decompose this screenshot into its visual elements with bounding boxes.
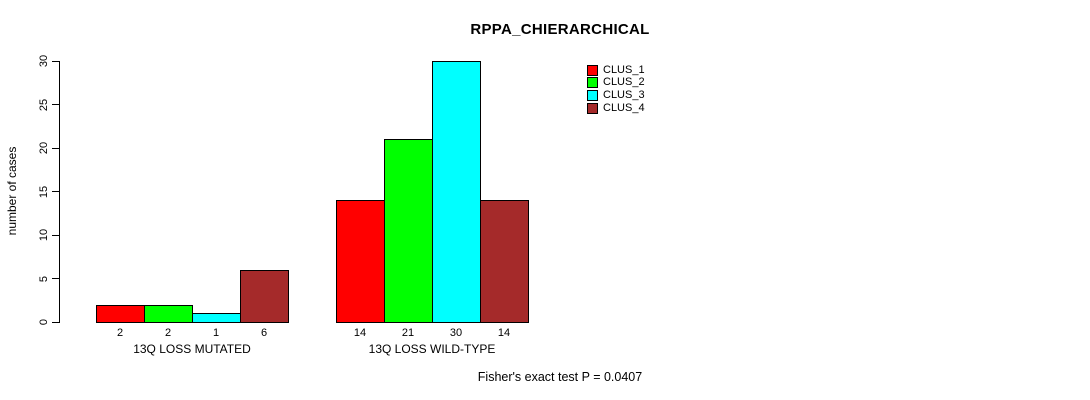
legend-label: CLUS_1 [603,63,645,76]
legend-swatch-clus_4 [587,102,598,114]
bar-clus_3 [192,313,241,323]
group-label: 13Q LOSS MUTATED [133,342,251,356]
legend-item-clus_4: CLUS_4 [587,102,645,115]
legend: CLUS_1 CLUS_2 CLUS_3 CLUS_4 [587,64,645,114]
y-tick-label: 5 [38,275,50,282]
y-tick [52,191,60,192]
y-tick [52,104,60,105]
chart-title: RPPA_CHIERARCHICAL [470,21,650,38]
legend-item-clus_2: CLUS_2 [587,77,645,90]
y-axis-label: number of cases [5,146,19,236]
bar-clus_1 [96,304,145,323]
y-tick [52,278,60,279]
legend-swatch-clus_2 [587,77,598,89]
bar-clus_1 [336,200,385,323]
fisher-test-annotation: Fisher's exact test P = 0.0407 [477,370,643,384]
y-tick-label: 10 [38,228,50,242]
bar-clus_4 [240,269,289,323]
y-tick [52,234,60,236]
bar-clus_2 [384,139,433,323]
y-tick-label: 30 [38,54,50,68]
legend-item-clus_3: CLUS_3 [587,89,645,102]
y-tick [52,321,60,323]
bar-clus_3 [432,61,481,323]
bar-value-label: 2 [116,327,124,339]
y-tick-label: 0 [38,318,50,326]
y-tick-label: 15 [38,185,50,198]
y-tick-label: 20 [38,141,50,155]
legend-item-clus_1: CLUS_1 [587,64,645,77]
legend-swatch-clus_3 [587,89,598,101]
bar-value-label: 30 [449,327,463,339]
bar-clus_2 [144,304,193,323]
bar-value-label: 14 [497,327,511,339]
bar-value-label: 21 [401,327,415,339]
bar-value-label: 6 [260,327,268,339]
y-tick [52,60,60,62]
bar-value-label: 1 [212,327,220,339]
legend-swatch-clus_1 [587,64,598,76]
legend-label: CLUS_4 [603,101,645,114]
bar-clus_4 [480,200,529,323]
legend-label: CLUS_2 [603,76,645,89]
bar-value-label: 14 [353,327,367,339]
legend-label: CLUS_3 [603,88,645,101]
group-label: 13Q LOSS WILD-TYPE [368,342,496,356]
y-tick-label: 25 [38,98,50,111]
bar-value-label: 2 [164,327,172,339]
y-tick [52,147,60,149]
